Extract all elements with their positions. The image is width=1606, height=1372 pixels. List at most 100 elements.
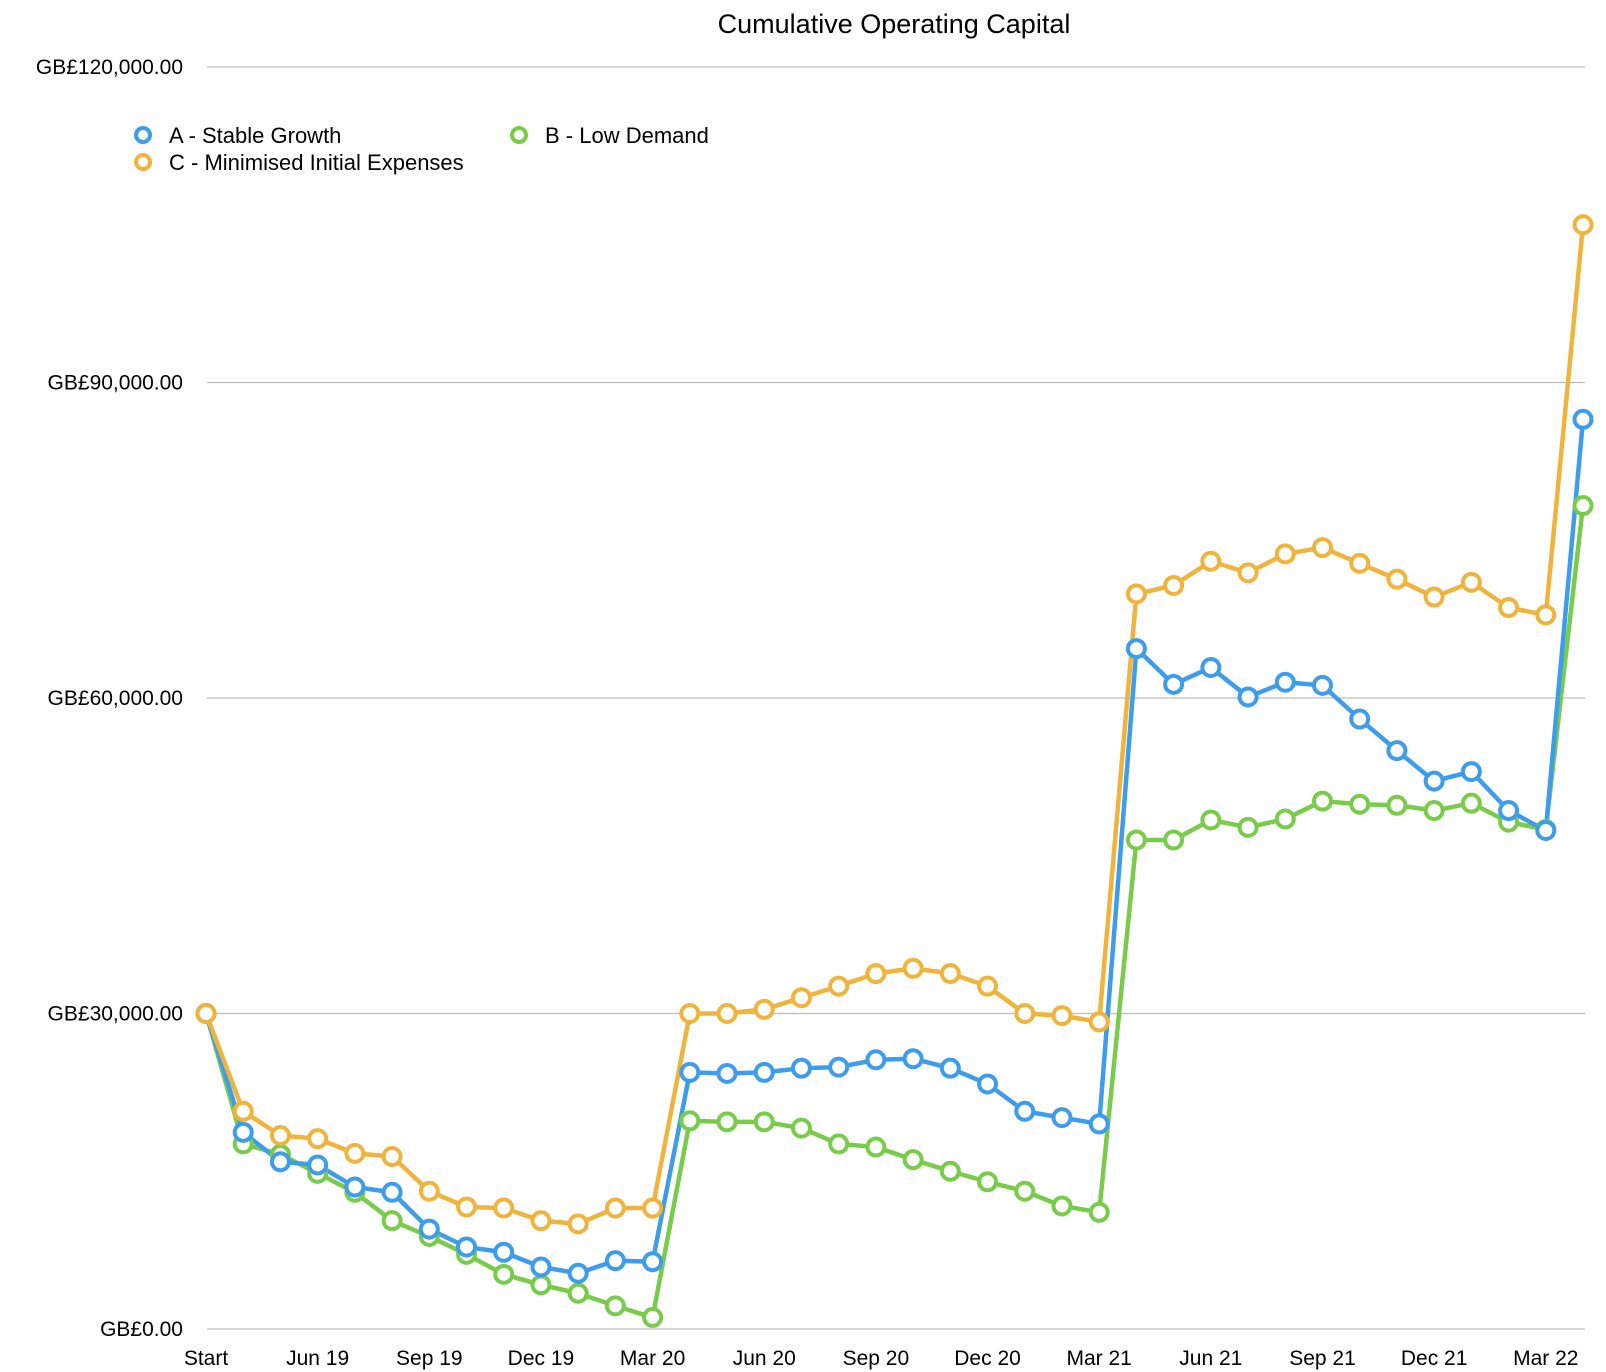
data-point: [493, 1197, 515, 1219]
data-point: [418, 1180, 440, 1202]
data-point: [1535, 820, 1557, 842]
legend-marker: [134, 126, 152, 144]
data-point: [1088, 1113, 1110, 1135]
data-point: [902, 1149, 924, 1171]
y-tick-label: GB£60,000.00: [48, 687, 183, 710]
x-tick-label: Jun 21: [1179, 1347, 1242, 1370]
data-point: [1423, 586, 1445, 608]
legend-label: B - Low Demand: [545, 123, 709, 148]
data-point: [456, 1236, 478, 1258]
data-point: [1274, 808, 1296, 830]
data-point: [939, 1160, 961, 1182]
data-point: [790, 1057, 812, 1079]
x-tick-label: Start: [184, 1347, 229, 1370]
data-point: [307, 1154, 329, 1176]
x-tick-label: Mar 21: [1067, 1347, 1132, 1370]
data-point: [1349, 552, 1371, 574]
data-point: [344, 1176, 366, 1198]
data-point: [1237, 816, 1259, 838]
data-point: [716, 1003, 738, 1024]
legend-label: C - Minimised Initial Expenses: [169, 150, 464, 175]
y-tick-label: GB£90,000.00: [48, 372, 183, 395]
data-point: [1311, 537, 1333, 559]
data-point: [753, 998, 775, 1020]
legend-marker: [134, 153, 152, 171]
data-point: [530, 1210, 552, 1232]
data-point: [939, 963, 961, 985]
data-point: [232, 1121, 254, 1143]
series-a: [203, 417, 1586, 1276]
data-point: [195, 1003, 217, 1024]
data-point: [753, 1111, 775, 1133]
x-tick-label: Dec 21: [1401, 1347, 1468, 1370]
series-markers: [195, 214, 1594, 1235]
data-point: [567, 1262, 589, 1284]
data-point: [604, 1295, 626, 1317]
x-tick-label: Jun 20: [733, 1347, 796, 1370]
legend: A - Stable Growth B - Low Demand C - Minim…: [134, 123, 709, 175]
data-point: [1274, 671, 1296, 693]
data-point: [1088, 1201, 1110, 1223]
data-point: [418, 1218, 440, 1240]
data-point: [1311, 790, 1333, 812]
data-point: [642, 1197, 664, 1219]
data-point: [1051, 1195, 1073, 1217]
data-point: [381, 1210, 403, 1232]
legend-label: A - Stable Growth: [169, 123, 341, 148]
data-point: [232, 1100, 254, 1122]
data-point: [716, 1111, 738, 1133]
data-point: [1386, 794, 1408, 816]
series-markers: [195, 495, 1594, 1328]
data-point: [604, 1250, 626, 1272]
data-point: [1237, 562, 1259, 584]
data-point: [753, 1061, 775, 1083]
series-line: [203, 222, 1586, 1227]
data-point: [456, 1196, 478, 1218]
data-point: [1460, 761, 1482, 783]
data-point: [828, 1133, 850, 1155]
data-point: [381, 1181, 403, 1203]
series-lines: [195, 214, 1594, 1328]
data-point: [977, 1073, 999, 1095]
data-point: [939, 1057, 961, 1079]
data-point: [1423, 770, 1445, 792]
data-point: [1498, 597, 1520, 619]
x-tick-label: Mar 22: [1513, 1347, 1578, 1370]
data-point: [567, 1213, 589, 1235]
data-point: [493, 1241, 515, 1263]
data-point: [1163, 829, 1185, 851]
data-point: [269, 1124, 291, 1146]
x-tick-label: Mar 20: [620, 1347, 685, 1370]
data-point: [1572, 408, 1594, 430]
data-point: [1163, 574, 1185, 596]
data-point: [567, 1282, 589, 1304]
chart-title: Cumulative Operating Capital: [718, 9, 1071, 39]
data-point: [1535, 604, 1557, 626]
data-point: [790, 1117, 812, 1139]
y-tick-label: GB£120,000.00: [36, 56, 183, 79]
series-b: [203, 503, 1586, 1320]
data-point: [493, 1263, 515, 1285]
data-point: [679, 1110, 701, 1132]
x-tick-label: Jun 19: [286, 1347, 349, 1370]
data-point: [1200, 550, 1222, 572]
x-tick-label: Dec 20: [954, 1347, 1021, 1370]
series-line: [203, 417, 1586, 1276]
y-tick-label: GB£0.00: [100, 1318, 183, 1341]
data-point: [865, 1136, 887, 1158]
data-point: [1014, 1003, 1036, 1024]
data-point: [679, 1003, 701, 1024]
data-point: [977, 975, 999, 997]
x-tick-label: Sep 20: [843, 1347, 910, 1370]
series-line: [203, 503, 1586, 1320]
data-point: [828, 975, 850, 997]
data-point: [307, 1128, 329, 1150]
data-point: [1460, 792, 1482, 814]
x-tick-label: Dec 19: [508, 1347, 575, 1370]
data-point: [1386, 740, 1408, 762]
data-point: [1460, 571, 1482, 593]
data-point: [902, 1048, 924, 1070]
x-tick-label: Sep 19: [396, 1347, 463, 1370]
